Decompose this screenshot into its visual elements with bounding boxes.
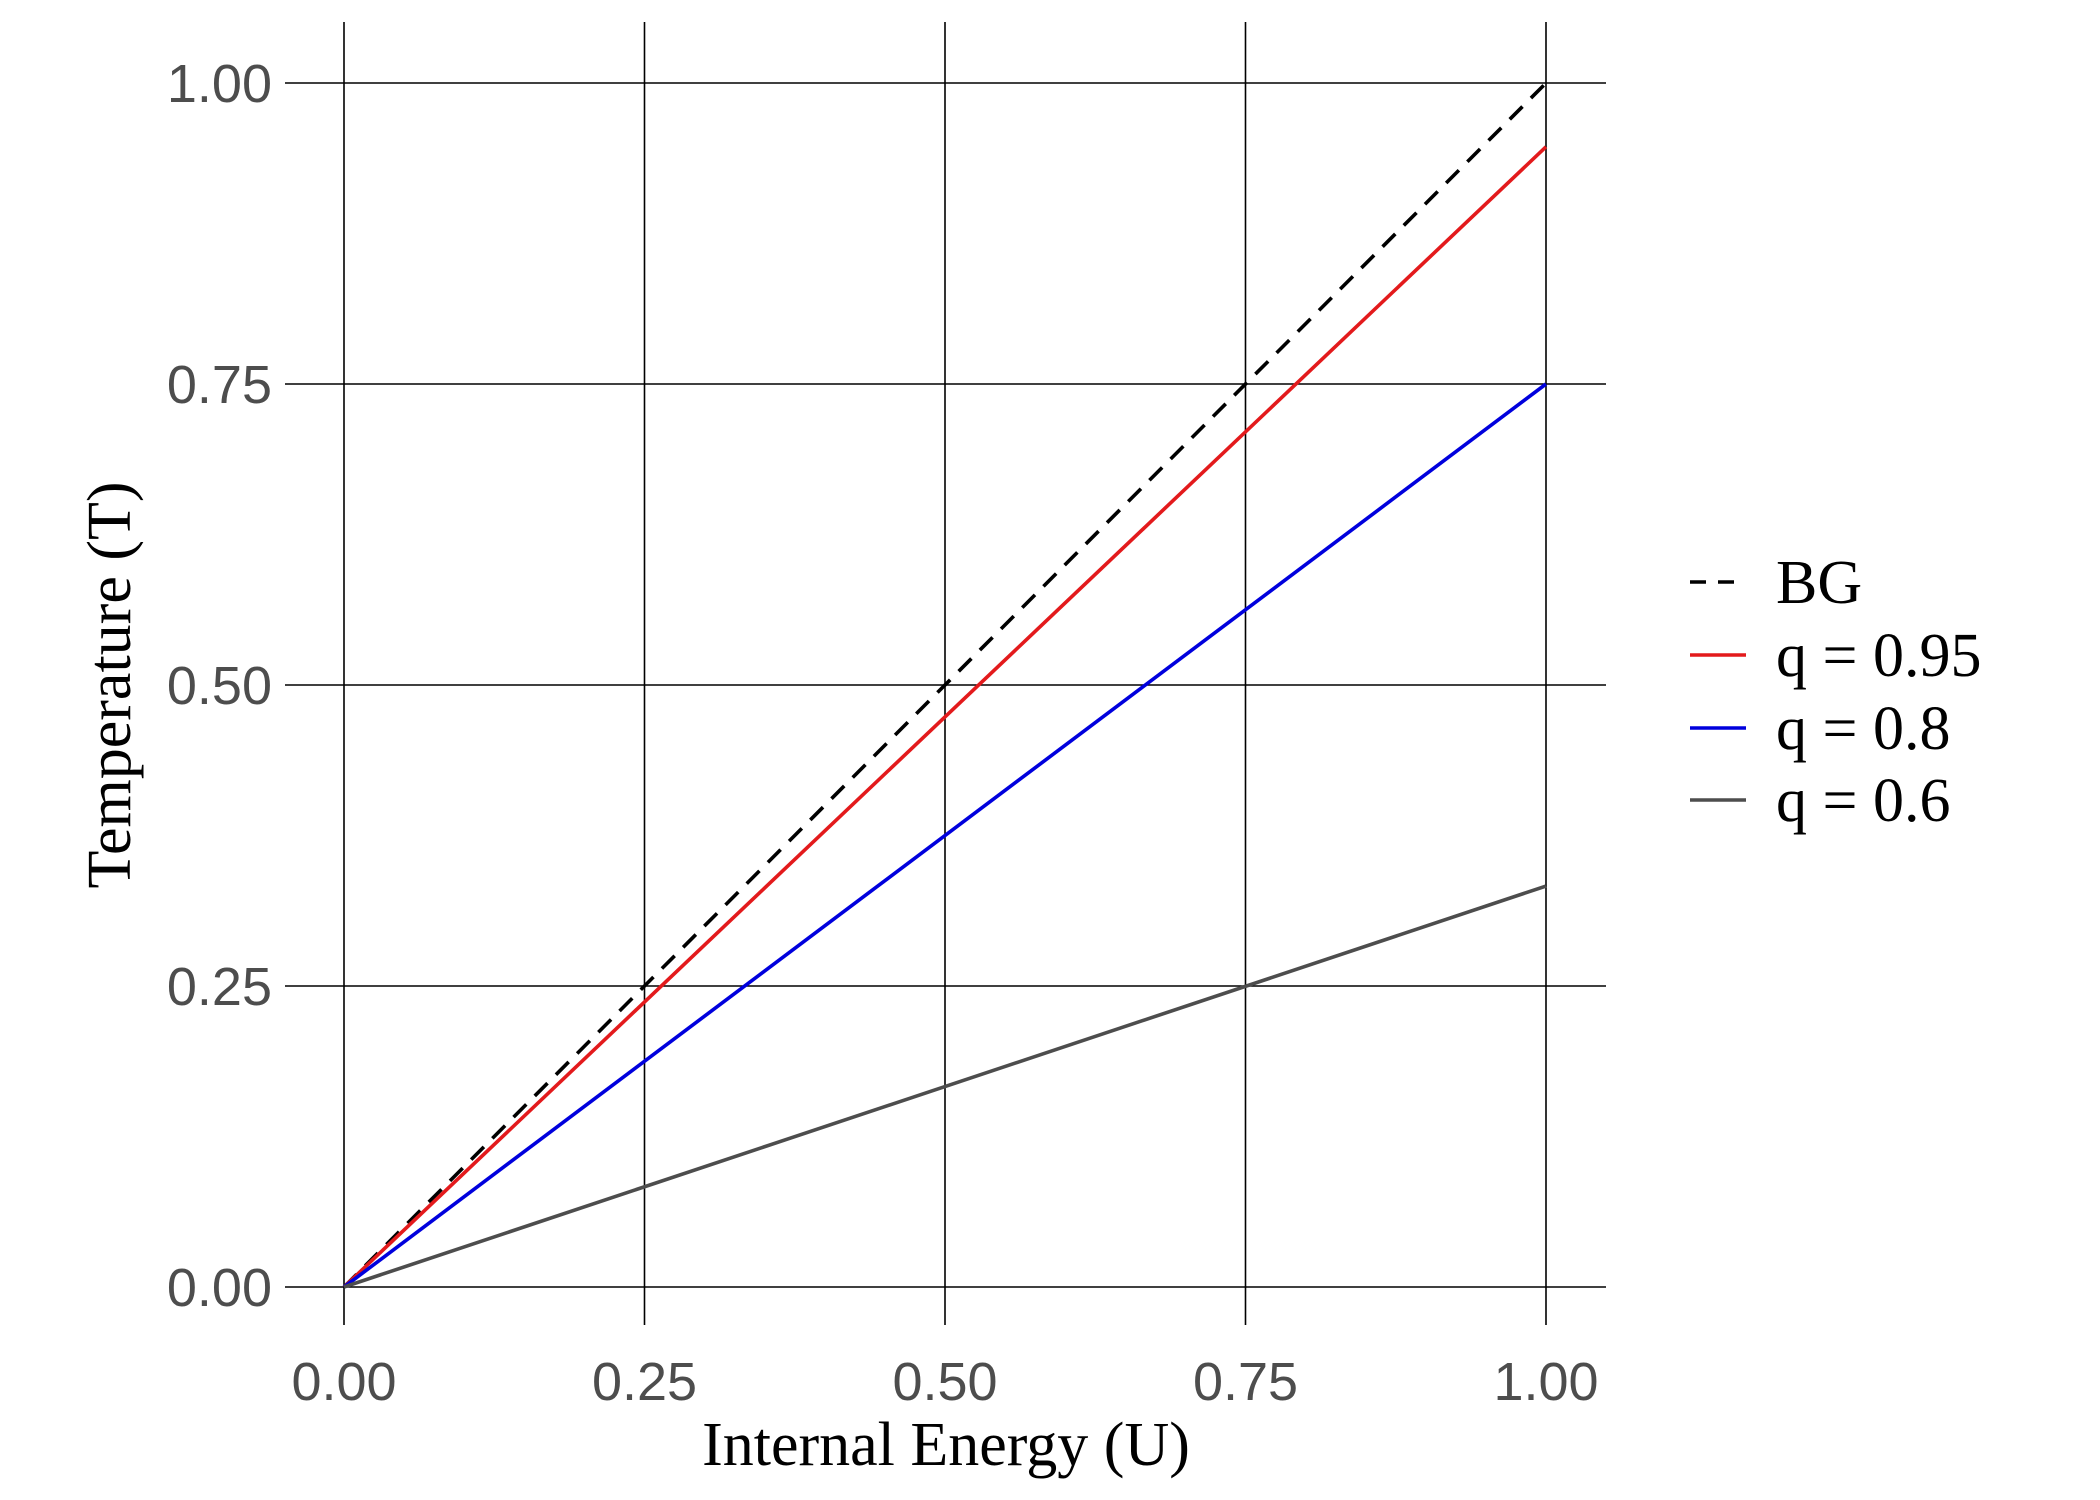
series-line-q-0-8 xyxy=(342,382,1548,1289)
x-axis-ticks: 0.00 0.25 0.50 0.75 1.00 xyxy=(291,1352,1598,1412)
x-tick-label: 0.75 xyxy=(1193,1352,1298,1412)
legend-label: q = 0.8 xyxy=(1776,695,1950,763)
legend-label: q = 0.6 xyxy=(1776,767,1950,835)
y-axis-ticks: 0.00 0.25 0.50 0.75 1.00 xyxy=(167,54,272,1318)
series-line-q-0-95 xyxy=(342,145,1548,1289)
x-tick-label: 0.25 xyxy=(592,1352,697,1412)
legend-label: q = 0.95 xyxy=(1776,622,1981,690)
legend-label: BG xyxy=(1776,549,1862,617)
y-tick-label: 1.00 xyxy=(167,54,272,114)
legend: BGq = 0.95q = 0.8q = 0.6 xyxy=(1690,549,1981,835)
y-axis-title: Temperature (T) xyxy=(76,481,144,888)
x-axis-title: Internal Energy (U) xyxy=(702,1411,1190,1479)
x-tick-label: 0.00 xyxy=(291,1352,396,1412)
y-tick-label: 0.75 xyxy=(167,355,272,415)
grid xyxy=(285,22,1606,1325)
x-tick-label: 1.00 xyxy=(1493,1352,1598,1412)
series-lines xyxy=(342,81,1548,1289)
y-tick-label: 0.50 xyxy=(167,656,272,716)
series-line-bg xyxy=(342,81,1548,1289)
y-tick-label: 0.00 xyxy=(167,1258,272,1318)
series-line-q-0-6 xyxy=(343,884,1547,1289)
y-tick-label: 0.25 xyxy=(167,957,272,1017)
x-tick-label: 0.50 xyxy=(892,1352,997,1412)
